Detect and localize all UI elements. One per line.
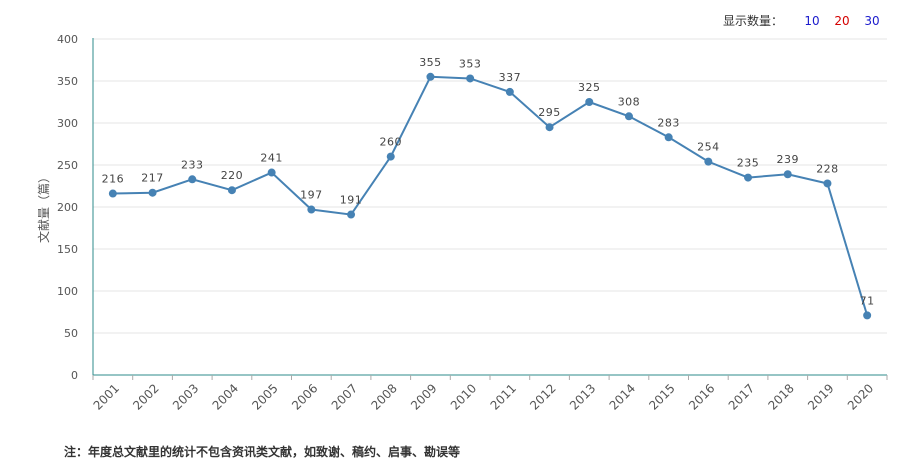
data-label: 216	[102, 173, 125, 186]
x-tick-label: 2009	[408, 381, 439, 412]
data-point	[466, 74, 475, 83]
data-point	[545, 123, 554, 132]
y-tick-label: 50	[64, 327, 78, 340]
display-count-option-20[interactable]: 20	[834, 14, 850, 28]
x-tick-label: 2018	[765, 381, 796, 412]
x-tick-label: 2010	[448, 381, 479, 412]
x-tick-label: 2004	[210, 381, 241, 412]
data-label: 260	[380, 136, 403, 149]
display-count-option-10[interactable]: 10	[804, 14, 820, 28]
data-point	[863, 311, 872, 320]
x-tick-label: 2019	[805, 381, 836, 412]
y-tick-label: 300	[57, 117, 78, 130]
x-tick-label: 2012	[527, 381, 558, 412]
data-label: 239	[777, 153, 800, 166]
display-count-option-30[interactable]: 30	[864, 14, 880, 28]
data-point	[783, 170, 792, 179]
data-label: 308	[618, 95, 641, 108]
data-label: 235	[737, 157, 760, 170]
data-label: 228	[816, 162, 839, 175]
y-tick-label: 250	[57, 159, 78, 172]
data-point	[347, 210, 356, 219]
data-point	[386, 152, 395, 161]
y-tick-label: 0	[71, 369, 78, 382]
data-point	[108, 189, 117, 198]
x-tick-label: 2020	[845, 381, 876, 412]
y-tick-label: 350	[57, 75, 78, 88]
x-tick-label: 2008	[368, 381, 399, 412]
data-point	[307, 205, 316, 214]
x-tick-label: 2016	[686, 381, 717, 412]
x-tick-label: 2013	[567, 381, 598, 412]
data-point	[664, 133, 673, 142]
y-axis-title: 文献量（篇）	[36, 171, 51, 243]
data-point	[227, 186, 236, 195]
data-label: 217	[141, 172, 164, 185]
display-count-control: 显示数量： 10 20 30	[723, 12, 887, 29]
footnote: 注：年度总文献里的统计不包含资讯类文献，如致谢、稿约、启事、勘误等	[64, 445, 461, 459]
y-tick-label: 100	[57, 285, 78, 298]
data-point	[704, 157, 713, 166]
y-tick-label: 200	[57, 201, 78, 214]
data-label: 325	[578, 81, 601, 94]
data-label: 71	[860, 294, 875, 307]
data-point	[426, 72, 435, 81]
y-tick-label: 400	[57, 33, 78, 46]
data-label: 295	[538, 106, 561, 119]
data-point	[505, 87, 514, 96]
x-tick-label: 2007	[329, 381, 360, 412]
x-tick-label: 2011	[488, 381, 519, 412]
data-label: 254	[697, 141, 720, 154]
data-label: 233	[181, 158, 204, 171]
data-point	[267, 168, 276, 177]
x-tick-label: 2003	[170, 381, 201, 412]
series-line	[112, 75, 869, 316]
y-tick-label: 150	[57, 243, 78, 256]
x-tick-label: 2014	[607, 381, 638, 412]
x-tick-label: 2001	[91, 381, 122, 412]
x-tick-label: 2015	[646, 381, 677, 412]
data-label: 337	[499, 71, 522, 84]
x-tick-label: 2017	[726, 381, 757, 412]
data-point	[823, 179, 832, 188]
data-label: 283	[657, 116, 680, 129]
x-tick-label: 2006	[289, 381, 320, 412]
x-tick-label: 2005	[249, 381, 280, 412]
data-point	[744, 173, 753, 182]
data-point	[188, 175, 197, 184]
line-chart: 0 50 100 150 200 250 300 350 400 文献量（篇） 2001 2002 20…	[36, 33, 888, 413]
data-label: 353	[459, 57, 482, 70]
data-point	[148, 188, 157, 197]
data-label: 241	[260, 152, 283, 165]
data-label: 220	[221, 169, 244, 182]
x-tick-label: 2002	[130, 381, 161, 412]
data-label: 197	[300, 189, 323, 202]
data-point	[624, 112, 633, 121]
data-label: 191	[340, 194, 363, 207]
data-label: 355	[419, 56, 442, 69]
data-point	[585, 98, 594, 106]
display-count-label: 显示数量：	[722, 14, 783, 28]
